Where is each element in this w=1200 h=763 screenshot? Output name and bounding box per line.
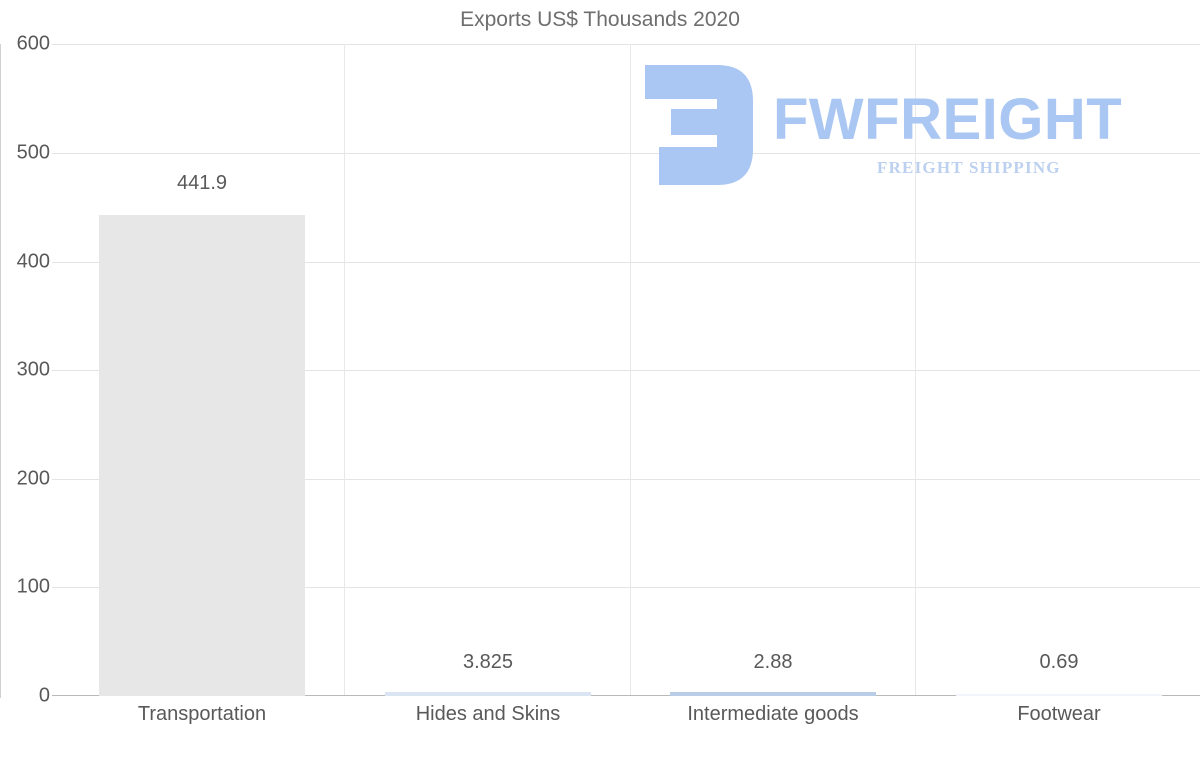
gridline-500: [52, 153, 1200, 154]
bar-footwear[interactable]: [956, 694, 1162, 696]
x-axis-category-labels: Transportation Hides and Skins Intermedi…: [61, 703, 1200, 743]
bar-intermediate-goods[interactable]: [670, 692, 876, 696]
gridline-100: [52, 587, 1200, 588]
y-tick-label-200: 200: [16, 467, 50, 490]
bar-hides-and-skins[interactable]: [385, 692, 591, 696]
category-separator-2: [630, 44, 631, 696]
y-axis-line: [0, 44, 1, 698]
gridline-400: [52, 262, 1200, 263]
plot-area: [52, 44, 1200, 696]
bars-layer: 441.9 3.825 2.88 0.69: [61, 44, 1200, 696]
category-separator-1: [344, 44, 345, 696]
x-label-intermediate-goods: Intermediate goods: [687, 703, 859, 725]
y-tick-label-300: 300: [16, 358, 50, 381]
y-axis-tick-labels: 600 500 400 300 200 100 0: [0, 33, 50, 707]
gridline-200: [52, 479, 1200, 480]
y-tick-label-600: 600: [16, 32, 50, 55]
chart-title: Exports US$ Thousands 2020: [460, 8, 740, 31]
x-axis-line: [52, 695, 1200, 696]
y-tick-label-100: 100: [16, 575, 50, 598]
x-label-footwear: Footwear: [1017, 703, 1101, 725]
x-label-hides-and-skins: Hides and Skins: [415, 703, 561, 725]
bar-value-label-hides-and-skins: 3.825: [462, 651, 514, 673]
gridline-300: [52, 370, 1200, 371]
bar-value-label-footwear: 0.69: [1039, 651, 1079, 673]
y-tick-label-0: 0: [38, 684, 50, 707]
gridline-600: [52, 44, 1200, 45]
x-label-transportation: Transportation: [137, 703, 267, 725]
bar-transportation[interactable]: [99, 215, 305, 696]
y-tick-label-500: 500: [16, 141, 50, 164]
bar-value-label-transportation: 441.9: [176, 172, 228, 194]
bar-value-label-intermediate-goods: 2.88: [753, 651, 793, 673]
y-tick-label-400: 400: [16, 250, 50, 273]
category-separator-3: [915, 44, 916, 696]
